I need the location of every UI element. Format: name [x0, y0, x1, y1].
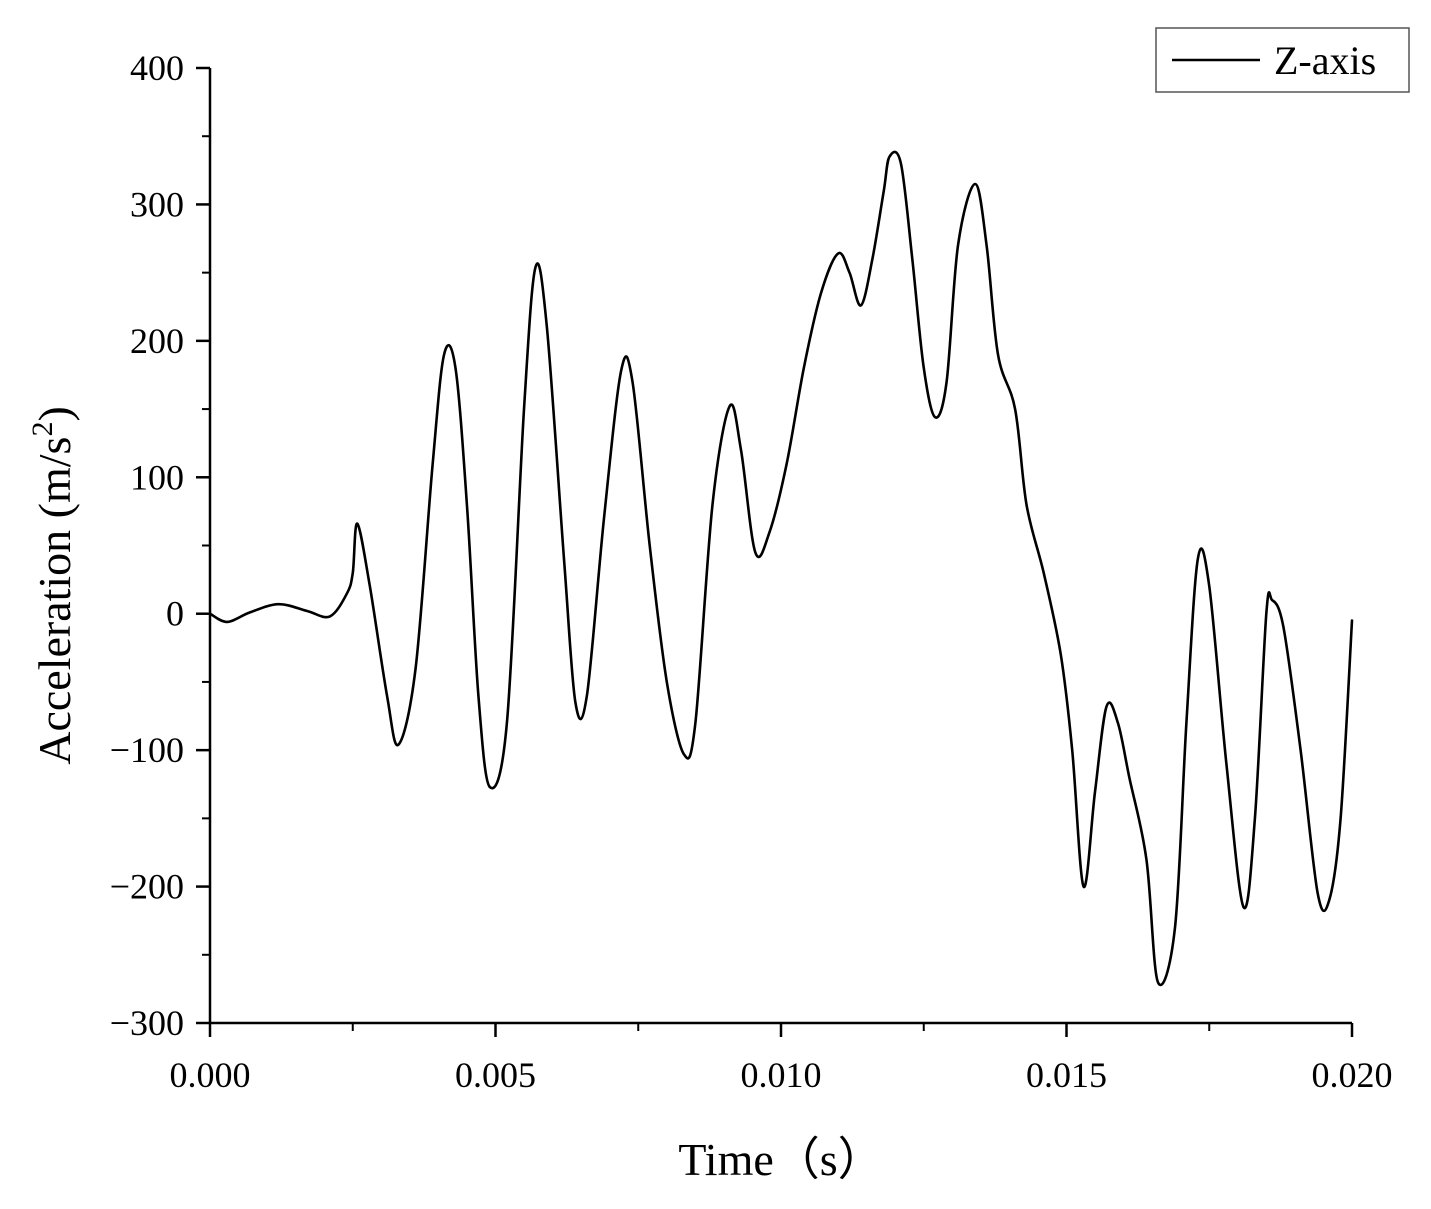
y-axis-ticks: −300 −200 −100 0 100 200 300 400 — [110, 48, 210, 1043]
y-axis-title-main: Acceleration (m/s — [29, 437, 80, 765]
y-tick-label: −200 — [110, 867, 184, 907]
x-tick-label: 0.020 — [1312, 1055, 1393, 1095]
x-tick-label: 0.010 — [741, 1055, 822, 1095]
x-tick-label: 0.000 — [170, 1055, 251, 1095]
y-tick-label: −100 — [110, 730, 184, 770]
y-axis-title-close: ) — [29, 406, 80, 421]
legend: Z-axis — [1155, 27, 1410, 93]
x-axis-ticks: 0.000 0.005 0.010 0.015 0.020 — [170, 1023, 1393, 1095]
y-axis-title-superscript: 2 — [26, 422, 59, 437]
y-tick-label: 100 — [130, 457, 184, 497]
y-axis-title: Acceleration (m/s2) — [26, 406, 80, 765]
y-tick-label: −300 — [110, 1003, 184, 1043]
x-tick-label: 0.015 — [1026, 1055, 1107, 1095]
y-tick-label: 200 — [130, 321, 184, 361]
x-tick-label: 0.005 — [455, 1055, 536, 1095]
y-tick-label: 400 — [130, 48, 184, 88]
y-tick-label: 0 — [166, 594, 184, 634]
y-tick-label: 300 — [130, 184, 184, 224]
x-axis-title: Time（s） — [678, 1134, 883, 1185]
legend-label: Z-axis — [1274, 38, 1376, 83]
series-line-z-axis — [208, 150, 1354, 987]
